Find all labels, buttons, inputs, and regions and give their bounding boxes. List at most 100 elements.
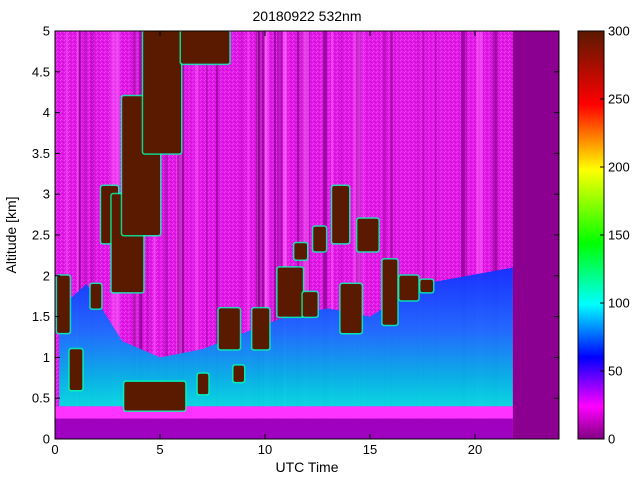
streak — [435, 31, 437, 439]
heatmap-plot-area — [55, 31, 559, 439]
streak — [300, 31, 305, 439]
colorbar-tick-label: 100 — [608, 296, 630, 311]
cloud-layer — [89, 282, 103, 310]
streak — [76, 31, 79, 439]
y-axis-ticks: 0 0.5 1 1.5 2 2.5 3 3.5 4 4.5 5 — [32, 24, 559, 447]
cloud-layer — [196, 372, 210, 396]
streak — [240, 31, 243, 439]
streak — [296, 31, 300, 439]
streak — [492, 31, 495, 439]
streak — [281, 31, 283, 439]
y-tick-label: 3.5 — [32, 146, 50, 161]
streak — [90, 31, 94, 439]
streak — [284, 31, 288, 439]
colorbar-tick-label: 0 — [608, 432, 615, 447]
x-tick-label: 5 — [156, 442, 163, 457]
x-axis-label: UTC Time — [276, 459, 339, 475]
cloud-layers — [55, 31, 435, 412]
streak — [279, 31, 283, 439]
streak — [383, 31, 387, 439]
streak — [256, 31, 258, 439]
cloud-layer — [418, 278, 435, 294]
streak — [422, 31, 425, 439]
streak — [256, 31, 259, 439]
y-tick-label: 2 — [43, 268, 50, 283]
streak — [308, 31, 310, 439]
y-tick-label: 1 — [43, 350, 50, 365]
cloud-layer — [232, 364, 246, 384]
streak — [263, 31, 268, 439]
cloud-layer — [122, 380, 187, 412]
streak — [194, 31, 199, 439]
streak — [494, 31, 497, 439]
x-tick-label: 0 — [51, 442, 58, 457]
streak — [416, 31, 419, 439]
streak — [175, 31, 178, 439]
colorbar — [577, 30, 605, 440]
streak — [304, 31, 309, 439]
cloud-layer — [141, 31, 183, 155]
streak — [263, 31, 267, 439]
colorbar-tick-label: 300 — [608, 24, 630, 39]
x-axis-ticks: 0 5 10 15 20 — [51, 31, 482, 457]
cloud-layer — [68, 347, 84, 392]
streak — [264, 31, 269, 439]
streak — [282, 31, 286, 439]
cloud-layer — [339, 282, 364, 335]
y-tick-label: 4.5 — [32, 64, 50, 79]
streak — [276, 31, 279, 439]
y-tick-label: 2.5 — [32, 228, 50, 243]
streak — [216, 31, 219, 439]
cloud-layer — [179, 31, 231, 66]
streak — [261, 31, 265, 439]
cloud-layer — [355, 217, 380, 253]
streak — [84, 31, 87, 439]
cloud-layer — [55, 274, 72, 335]
cloud-layer — [311, 225, 328, 253]
streak — [300, 31, 303, 439]
colorbar-tick-label: 250 — [608, 92, 630, 107]
colorbar-tick-label: 200 — [608, 160, 630, 175]
cloud-layer — [397, 274, 420, 302]
streak — [181, 31, 185, 439]
streak — [257, 31, 261, 439]
streak — [206, 31, 208, 439]
streak — [164, 31, 168, 439]
cloud-layer — [217, 306, 242, 351]
streak — [390, 31, 393, 439]
streak — [476, 31, 480, 439]
streak — [464, 31, 467, 439]
colorbar-ticks: 0 50 100 150 200 250 300 — [600, 24, 630, 447]
streak — [178, 31, 183, 439]
colorbar-tick-label: 50 — [608, 364, 622, 379]
y-tick-label: 5 — [43, 24, 50, 39]
x-tick-label: 20 — [468, 442, 482, 457]
cloud-layer — [381, 258, 399, 327]
cloud-layer — [330, 184, 351, 245]
streak — [461, 31, 465, 439]
y-tick-label: 0.5 — [32, 391, 50, 406]
x-tick-label: 10 — [258, 442, 272, 457]
streak — [177, 31, 181, 439]
cloud-layer — [276, 266, 305, 319]
y-tick-label: 4 — [43, 105, 50, 120]
x-tick-label: 15 — [363, 442, 377, 457]
y-axis-label: Altitude [km] — [3, 196, 19, 273]
y-tick-label: 3 — [43, 187, 50, 202]
streak — [495, 31, 498, 439]
streak — [78, 31, 81, 439]
surface-layer-core — [55, 418, 513, 439]
aerosol-layer — [59, 267, 513, 407]
cloud-layer — [292, 241, 309, 261]
cloud-layer — [301, 290, 319, 319]
streak — [246, 31, 250, 439]
y-tick-label: 1.5 — [32, 309, 50, 324]
chart-title: 20180922 532nm — [253, 8, 362, 24]
cloud-layer — [250, 306, 271, 351]
streak — [353, 31, 356, 439]
streak — [66, 31, 68, 439]
streak — [479, 31, 483, 439]
y-tick-label: 0 — [43, 432, 50, 447]
colorbar-tick-label: 150 — [608, 228, 630, 243]
